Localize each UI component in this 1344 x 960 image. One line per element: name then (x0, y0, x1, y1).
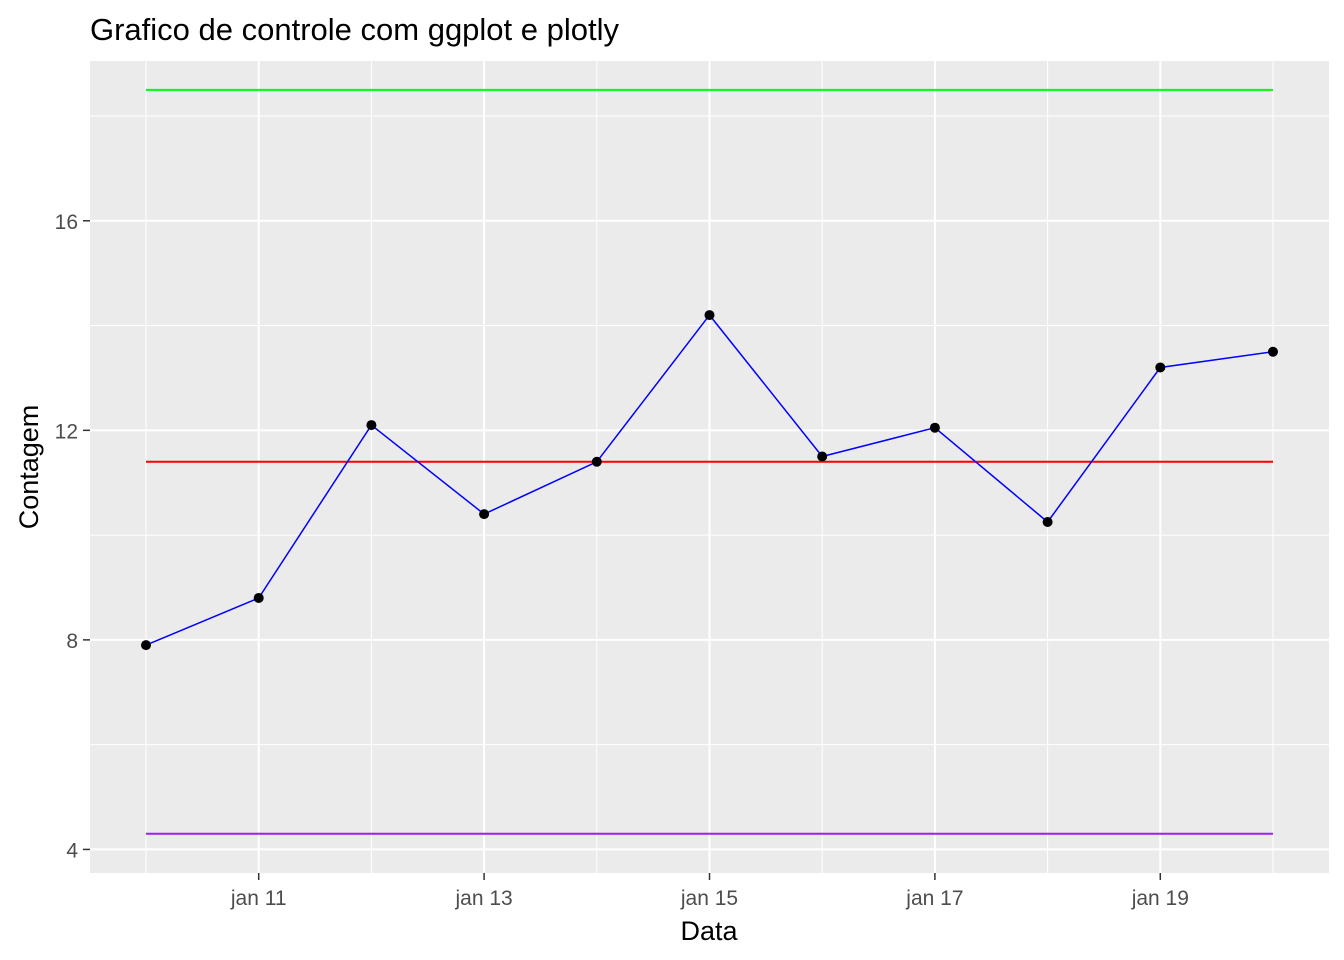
x-tick-label: jan 11 (230, 887, 287, 910)
y-tick-label: 12 (55, 420, 78, 443)
x-tick-label: jan 13 (454, 887, 512, 910)
data-point (1268, 346, 1278, 357)
control-limit-lines (146, 88, 1273, 835)
x-axis: jan 11 jan 13 jan 15 jan 17 jan 19 (230, 873, 1189, 910)
y-axis: 4 8 12 16 (55, 211, 90, 862)
x-axis-label: Data (680, 916, 738, 946)
y-tick-label: 8 (66, 630, 78, 653)
data-point (253, 592, 264, 603)
data-point (929, 422, 940, 433)
data-point (817, 451, 828, 462)
data-point (1155, 362, 1166, 373)
data-point (366, 420, 377, 431)
data-point (141, 640, 151, 651)
y-tick-label: 4 (66, 839, 78, 862)
y-axis-label: Contagem (14, 405, 44, 530)
data-point (591, 456, 602, 467)
y-tick-label: 16 (55, 211, 78, 234)
data-points (141, 310, 1278, 651)
x-tick-label: jan 15 (680, 887, 738, 910)
chart-title: Grafico de controle com ggplot e plotly (90, 12, 619, 47)
major-gridlines (90, 61, 1329, 873)
x-tick-label: jan 19 (1131, 887, 1189, 910)
data-point (1042, 517, 1053, 528)
data-point (704, 310, 715, 321)
data-point (479, 509, 490, 520)
x-tick-label: jan 17 (905, 887, 963, 910)
